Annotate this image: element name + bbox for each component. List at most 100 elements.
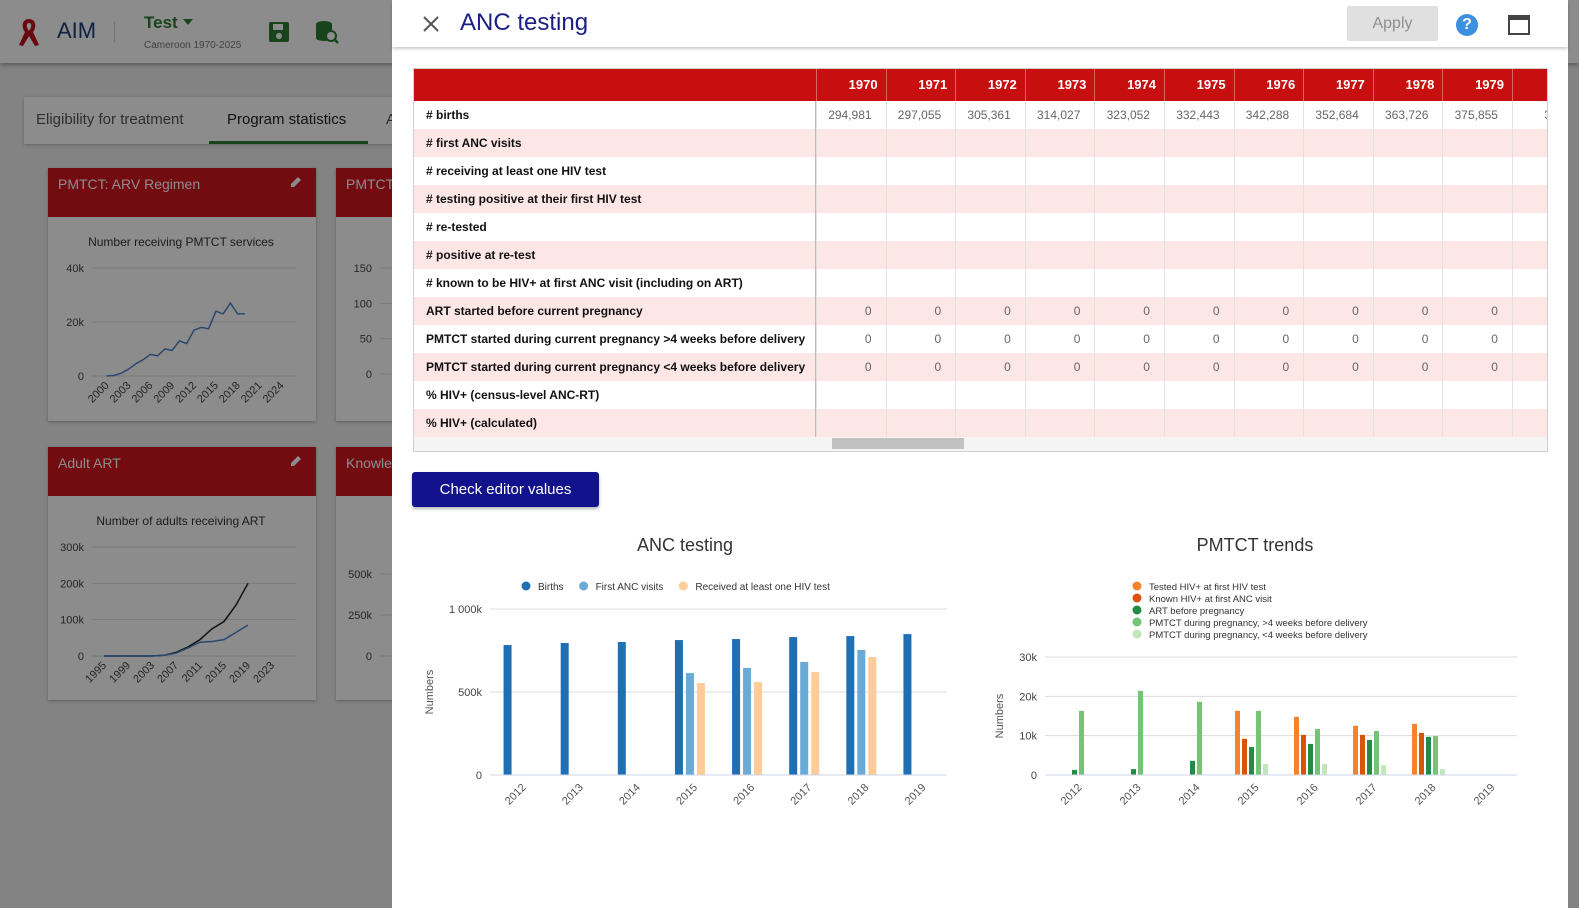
chart-title: Number of adults receiving ART bbox=[96, 514, 266, 528]
table-cell: 0 bbox=[1442, 325, 1512, 353]
bar bbox=[1072, 769, 1077, 775]
project-subtitle: Cameroon 1970-2025 bbox=[144, 40, 242, 51]
x-tick-label: 2014 bbox=[1177, 782, 1203, 808]
table-cell: 389, bbox=[1512, 101, 1547, 129]
check-button[interactable]: Check editor values bbox=[412, 472, 599, 507]
empty-cell bbox=[1372, 157, 1443, 185]
x-tick-label: 2012 bbox=[1059, 782, 1085, 808]
empty-cell bbox=[885, 409, 956, 437]
bar bbox=[868, 656, 877, 775]
bar bbox=[1301, 734, 1306, 775]
empty-cell bbox=[1442, 185, 1512, 213]
card: Adult ART bbox=[48, 447, 316, 700]
table-cell: 0 bbox=[1233, 353, 1304, 381]
apply-button[interactable]: Apply bbox=[1347, 6, 1438, 41]
bar bbox=[811, 672, 820, 775]
empty-cell bbox=[885, 185, 956, 213]
y-tick-label: 0 bbox=[78, 651, 84, 663]
column-header: 1 bbox=[1512, 69, 1547, 101]
empty-cell bbox=[1512, 185, 1547, 213]
empty-cell bbox=[1512, 213, 1547, 241]
empty-cell bbox=[1094, 241, 1164, 269]
tab-underline bbox=[209, 141, 368, 144]
bar bbox=[503, 645, 512, 775]
empty-cell bbox=[1512, 381, 1547, 409]
scrollbar-thumb[interactable] bbox=[832, 438, 964, 449]
x-tick-label: 2015 bbox=[674, 782, 700, 808]
table-row bbox=[414, 353, 1547, 381]
empty-cell bbox=[1164, 381, 1234, 409]
dropdown-caret[interactable] bbox=[182, 18, 194, 26]
bar bbox=[1242, 738, 1247, 775]
row-label: PMTCT started during current pregnancy <… bbox=[414, 353, 816, 381]
legend-label: PMTCT during pregnancy, >4 weeks before … bbox=[1149, 618, 1368, 629]
bar bbox=[1433, 736, 1438, 775]
x-tick-label: 2017 bbox=[1354, 782, 1380, 808]
table-cell: 0 bbox=[1024, 325, 1095, 353]
table-cell: 375,855 bbox=[1442, 101, 1512, 129]
edit-icon[interactable] bbox=[290, 455, 302, 467]
empty-cell bbox=[1512, 297, 1547, 325]
table-cell: 0 bbox=[885, 325, 956, 353]
table-cell: 0 bbox=[1094, 325, 1164, 353]
bar bbox=[754, 682, 763, 775]
card-title: Adult ART bbox=[48, 447, 316, 496]
y-tick-label: 30k bbox=[1019, 652, 1037, 664]
empty-cell bbox=[955, 241, 1025, 269]
database-icon[interactable] bbox=[314, 19, 340, 45]
edit-icon[interactable] bbox=[290, 176, 302, 188]
row-label: ART started before current pregnancy bbox=[414, 297, 816, 325]
table-row bbox=[414, 409, 1547, 437]
table-cell: 0 bbox=[816, 325, 886, 353]
table-cell: 332,443 bbox=[1164, 101, 1234, 129]
empty-cell bbox=[1094, 381, 1164, 409]
empty-cell bbox=[1512, 129, 1547, 157]
bar bbox=[617, 642, 626, 775]
panel-title: ANC testing bbox=[460, 9, 589, 36]
table-cell: 342,288 bbox=[1233, 101, 1304, 129]
empty-cell bbox=[1094, 409, 1164, 437]
tab[interactable]: Program statistics bbox=[227, 111, 347, 128]
tab[interactable]: A bbox=[386, 111, 397, 128]
x-tick-label: 2013 bbox=[1118, 782, 1144, 808]
tab[interactable]: Eligibility for treatment bbox=[36, 111, 184, 128]
tab-bar: Eligibility for treatment Program statis… bbox=[24, 97, 424, 144]
empty-cell bbox=[1303, 157, 1373, 185]
legend-swatch bbox=[1132, 605, 1142, 615]
help-icon[interactable]: ? bbox=[1456, 14, 1478, 36]
table-cell: 0 bbox=[1442, 297, 1512, 325]
empty-cell bbox=[1164, 213, 1234, 241]
maximize-icon[interactable] bbox=[1508, 15, 1530, 35]
row-label: PMTCT started during current pregnancy >… bbox=[414, 325, 816, 353]
logo-ribbon bbox=[19, 19, 39, 46]
empty-cell bbox=[1303, 213, 1373, 241]
x-tick-label: 2016 bbox=[731, 782, 757, 808]
bar bbox=[789, 637, 798, 775]
bar bbox=[1294, 716, 1299, 775]
table-cell: 363,726 bbox=[1372, 101, 1443, 129]
bar bbox=[1131, 769, 1136, 775]
y-axis-label: Numbers bbox=[994, 693, 1006, 738]
close-icon[interactable] bbox=[423, 16, 439, 32]
empty-cell bbox=[1233, 157, 1304, 185]
column-header: 1975 bbox=[1164, 69, 1234, 101]
empty-cell bbox=[1303, 129, 1373, 157]
column-header: 1974 bbox=[1094, 69, 1164, 101]
empty-cell bbox=[885, 381, 956, 409]
table-cell: 0 bbox=[1372, 353, 1443, 381]
empty-cell bbox=[1512, 269, 1547, 297]
table-row bbox=[414, 157, 1547, 185]
legend-swatch bbox=[1132, 581, 1142, 591]
bar bbox=[1263, 763, 1268, 775]
empty-cell bbox=[1233, 409, 1304, 437]
y-axis-label: Numbers bbox=[424, 669, 436, 714]
empty-cell bbox=[1303, 381, 1373, 409]
save-icon[interactable] bbox=[268, 21, 290, 43]
bar bbox=[1440, 769, 1445, 775]
empty-cell bbox=[1024, 213, 1095, 241]
y-tick-label: 1 000k bbox=[449, 604, 483, 616]
project-name[interactable]: Test bbox=[144, 13, 178, 32]
bar bbox=[846, 636, 855, 775]
empty-cell bbox=[1372, 241, 1443, 269]
